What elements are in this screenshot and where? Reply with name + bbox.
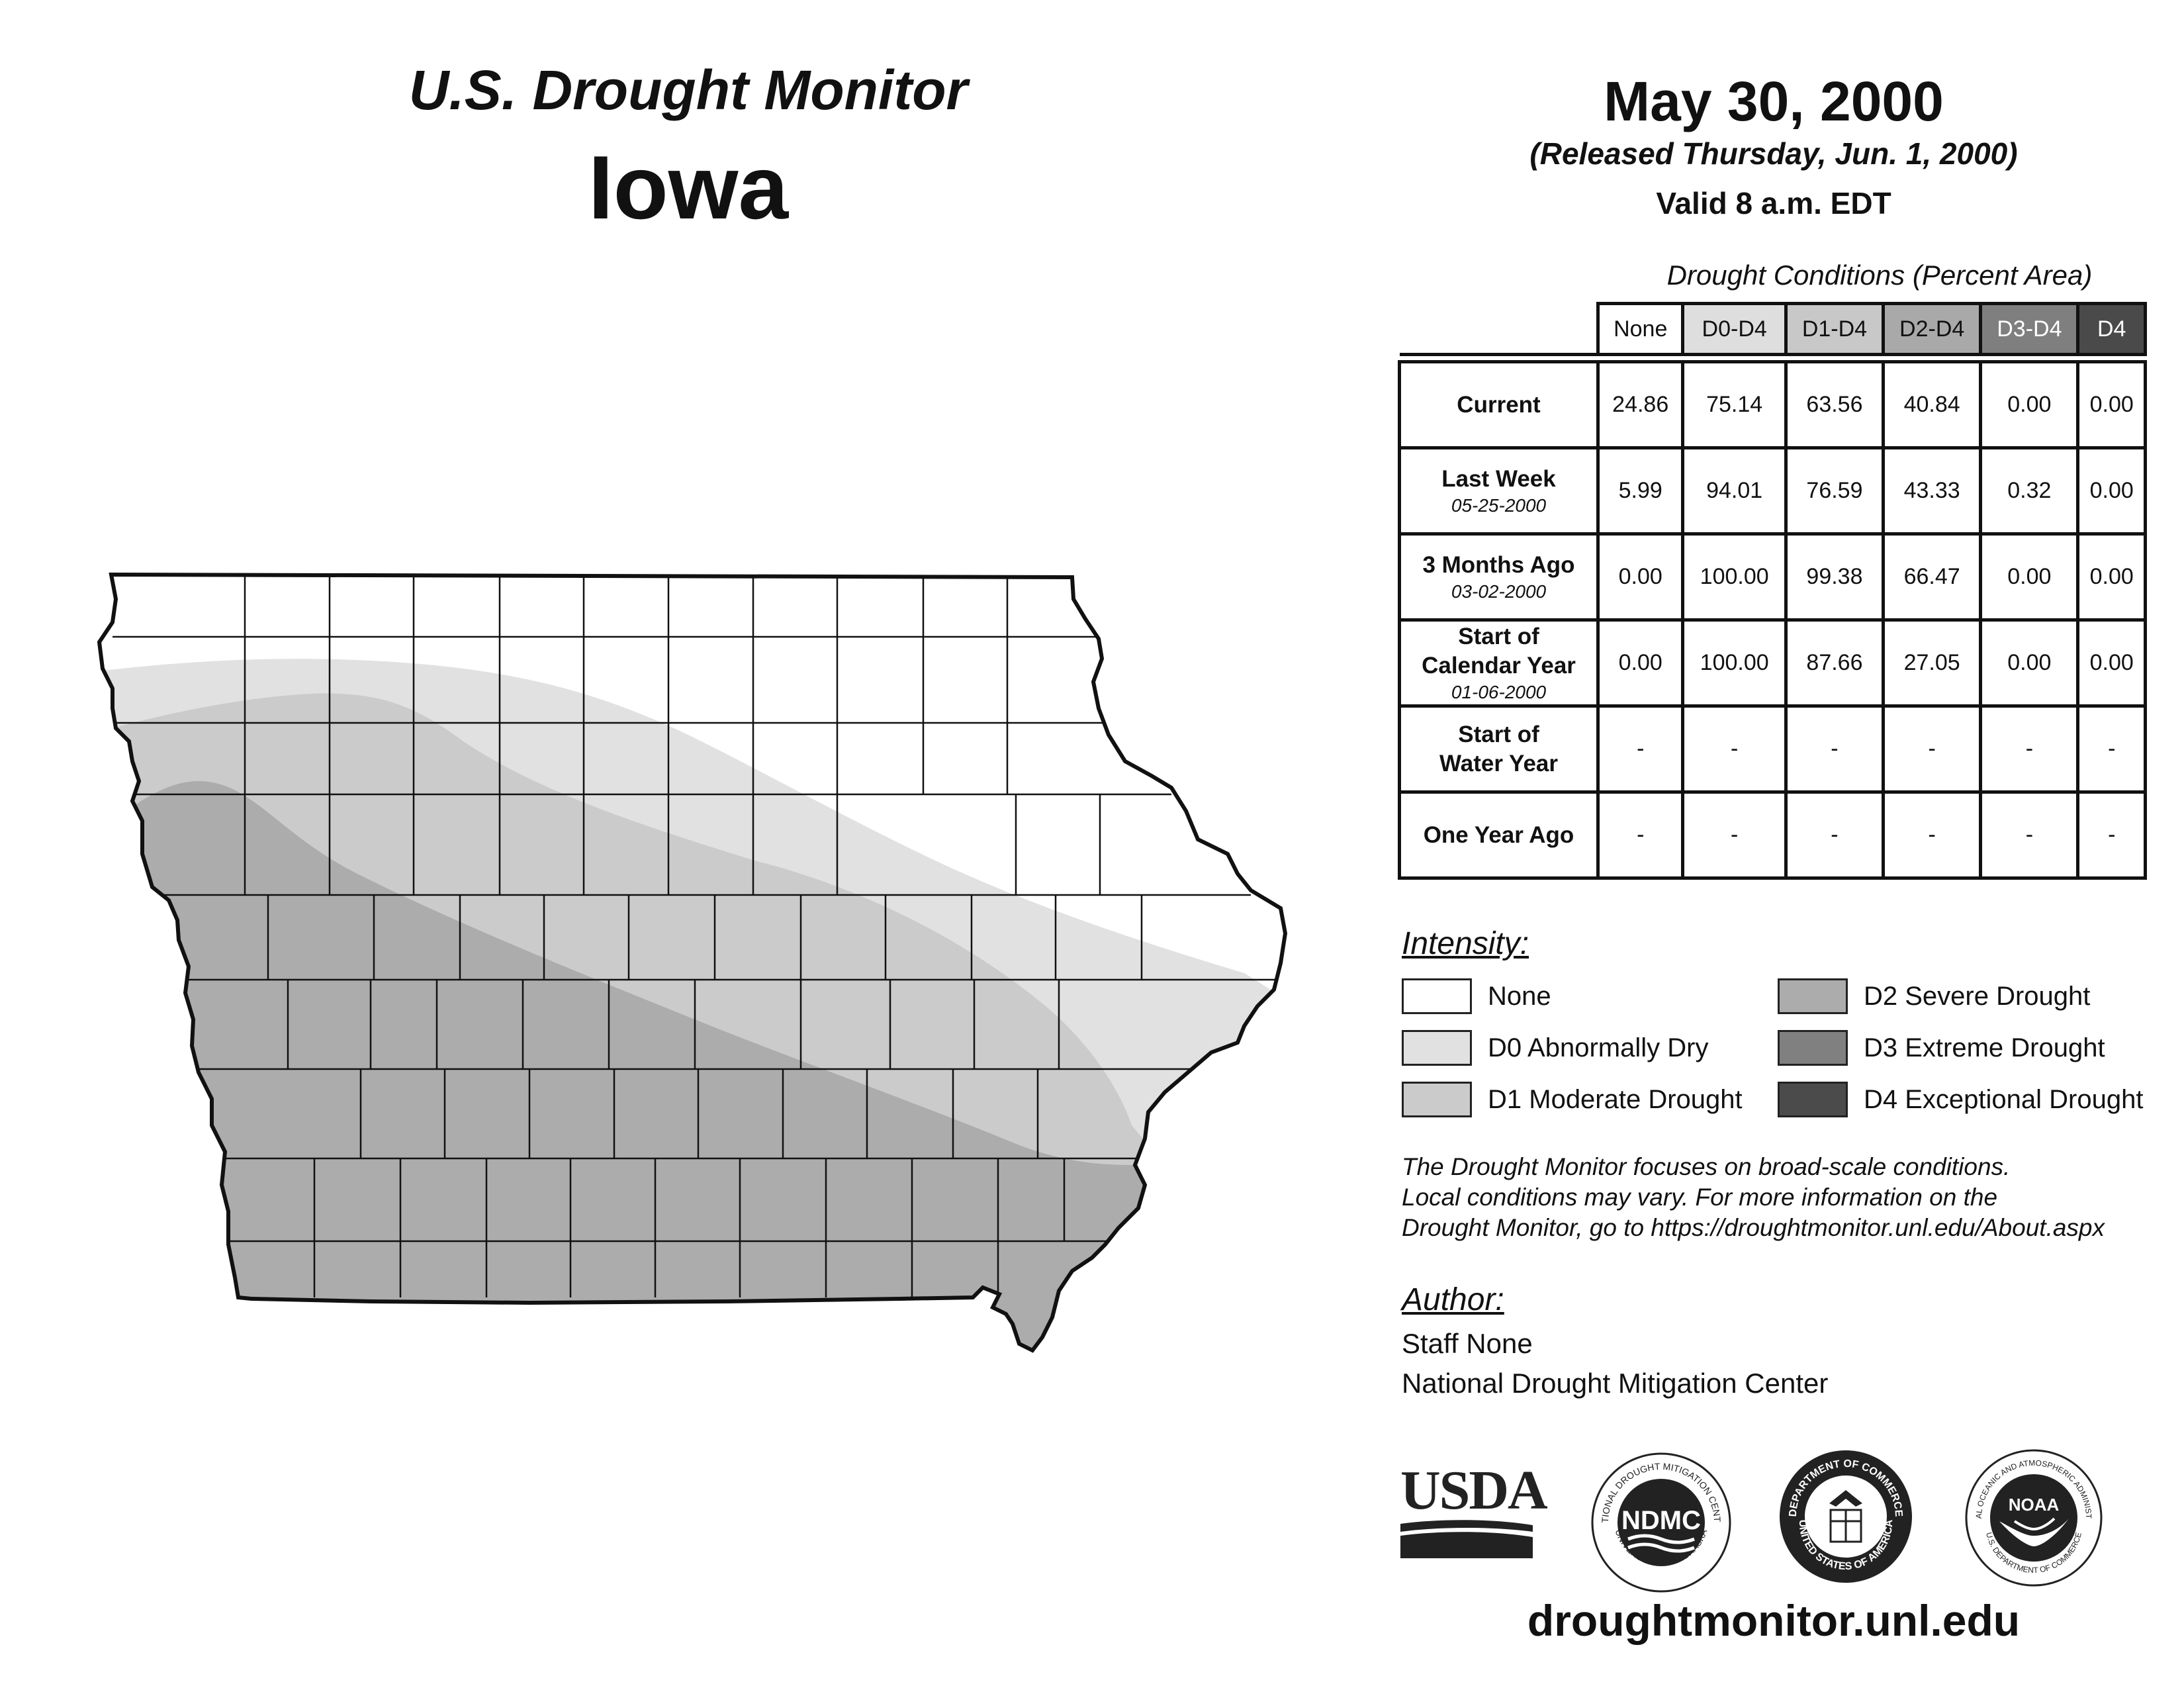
- col-none: None: [1596, 302, 1685, 356]
- col-d0-d4: D0-D4: [1681, 302, 1788, 356]
- col-d3-d4: D3-D4: [1979, 302, 2080, 356]
- table-cell: 66.47: [1882, 532, 1983, 622]
- table-cell: -: [2076, 704, 2147, 794]
- row-label-text: 3 Months Ago: [1422, 551, 1575, 578]
- row-label-text: Current: [1457, 391, 1541, 418]
- row-label-text: Start of Calendar Year: [1422, 623, 1576, 679]
- svg-text:NDMC: NDMC: [1621, 1506, 1701, 1535]
- col-d2-d4: D2-D4: [1882, 302, 1983, 356]
- legend-item-d3: D3 Extreme Drought: [1778, 1030, 2105, 1066]
- table-cell: -: [1882, 790, 1983, 880]
- ndmc-logo: NATIONAL DROUGHT MITIGATION CENTER UNIVE…: [1588, 1450, 1731, 1593]
- table-cell: 99.38: [1784, 532, 1886, 622]
- drought-conditions-table: None D0-D4 D1-D4 D2-D4 D3-D4 D4 Current 2…: [1398, 302, 2147, 880]
- row-label-text: One Year Ago: [1423, 821, 1574, 848]
- legend-item-none: None: [1402, 978, 1551, 1014]
- table-cell: 0.00: [1979, 532, 2080, 622]
- table-cell: 75.14: [1681, 360, 1788, 449]
- table-row: Start of Calendar Year 01-06-2000 0.00 100.…: [1398, 618, 2147, 708]
- table-cell: -: [1979, 790, 2080, 880]
- table-row: Start of Water Year - - - - - -: [1398, 704, 2147, 794]
- table-cell: 5.99: [1596, 446, 1685, 536]
- col-d4: D4: [2076, 302, 2147, 356]
- row-date: 05-25-2000: [1451, 494, 1547, 516]
- usda-logo: USDA: [1400, 1463, 1548, 1562]
- table-row: Current 24.86 75.14 63.56 40.84 0.00 0.00: [1398, 360, 2147, 449]
- row-label: Start of Calendar Year 01-06-2000: [1398, 618, 1600, 708]
- col-d1-d4: D1-D4: [1784, 302, 1886, 356]
- table-cell: -: [1681, 704, 1788, 794]
- program-title: U.S. Drought Monitor: [408, 59, 968, 121]
- table-cell: 0.00: [2076, 532, 2147, 622]
- table-cell: -: [1596, 704, 1685, 794]
- table-cell: 0.32: [1979, 446, 2080, 536]
- table-cell: -: [2076, 790, 2147, 880]
- legend-swatch-d4: [1778, 1082, 1848, 1117]
- row-label: Last Week 05-25-2000: [1398, 446, 1600, 536]
- table-cell: -: [1882, 704, 1983, 794]
- doc-seal-logo: DEPARTMENT OF COMMERCE UNITED STATES OF …: [1780, 1450, 1912, 1583]
- table-cell: 27.05: [1882, 618, 1983, 708]
- author-title: Author:: [1402, 1282, 1504, 1317]
- row-label-text: Last Week: [1441, 465, 1556, 492]
- valid-time: Valid 8 a.m. EDT: [1656, 186, 1891, 220]
- table-cell: 0.00: [1596, 618, 1685, 708]
- county-boundaries: [113, 576, 1284, 1297]
- map-date: May 30, 2000: [1604, 70, 1944, 132]
- table-header-row: None D0-D4 D1-D4 D2-D4 D3-D4 D4: [1399, 302, 2147, 356]
- table-cell: 0.00: [2076, 360, 2147, 449]
- disclaimer-note: The Drought Monitor focuses on broad-sca…: [1402, 1153, 2105, 1241]
- table-cell: 0.00: [1979, 618, 2080, 708]
- legend-item-d2: D2 Severe Drought: [1778, 978, 2090, 1014]
- row-label: 3 Months Ago 03-02-2000: [1398, 532, 1600, 622]
- row-label-text: Start of Water Year: [1439, 721, 1558, 776]
- table-row: One Year Ago - - - - - -: [1398, 790, 2147, 880]
- table-cell: 24.86: [1596, 360, 1685, 449]
- row-date: 01-06-2000: [1451, 681, 1547, 702]
- table-cell: 76.59: [1784, 446, 1886, 536]
- table-cell: 100.00: [1681, 532, 1788, 622]
- table-cell: 87.66: [1784, 618, 1886, 708]
- table-cell: -: [1784, 704, 1886, 794]
- legend-swatch-d1: [1402, 1082, 1472, 1117]
- table-cell: -: [1784, 790, 1886, 880]
- legend-item-d4: D4 Exceptional Drought: [1778, 1082, 2143, 1117]
- row-label: Start of Water Year: [1398, 704, 1600, 794]
- iowa-drought-map: [0, 0, 1324, 1390]
- table-cell: 100.00: [1681, 618, 1788, 708]
- table-caption: Drought Conditions (Percent Area): [1666, 259, 2093, 291]
- table-cell: 0.00: [2076, 618, 2147, 708]
- table-row: Last Week 05-25-2000 5.99 94.01 76.59 43.33 0.…: [1398, 446, 2147, 536]
- legend-swatch-d0: [1402, 1030, 1472, 1066]
- table-cell: 0.00: [1979, 360, 2080, 449]
- legend-swatch-d3: [1778, 1030, 1848, 1066]
- svg-text:NOAA: NOAA: [2009, 1495, 2060, 1515]
- release-date: (Released Thursday, Jun. 1, 2000): [1529, 136, 2018, 171]
- state-title: Iowa: [588, 137, 789, 238]
- author-name: Staff None: [1402, 1328, 1533, 1359]
- legend-item-d1: D1 Moderate Drought: [1402, 1082, 1743, 1117]
- noaa-logo: NATIONAL OCEANIC AND ATMOSPHERIC ADMINIS…: [1963, 1447, 2103, 1587]
- table-row: 3 Months Ago 03-02-2000 0.00 100.00 99.38 66.…: [1398, 532, 2147, 622]
- legend-swatch-none: [1402, 978, 1472, 1014]
- usda-swoosh-icon: [1400, 1520, 1533, 1558]
- table-cell: -: [1681, 790, 1788, 880]
- row-label: Current: [1398, 360, 1600, 449]
- table-cell: -: [1596, 790, 1685, 880]
- table-cell: 0.00: [2076, 446, 2147, 536]
- legend-swatch-d2: [1778, 978, 1848, 1014]
- table-cell: 0.00: [1596, 532, 1685, 622]
- legend-title: Intensity:: [1402, 926, 1529, 961]
- row-label: One Year Ago: [1398, 790, 1600, 880]
- table-cell: 94.01: [1681, 446, 1788, 536]
- table-cell: 43.33: [1882, 446, 1983, 536]
- author-org: National Drought Mitigation Center: [1402, 1368, 1829, 1399]
- legend-item-d0: D0 Abnormally Dry: [1402, 1030, 1708, 1066]
- table-cell: 40.84: [1882, 360, 1983, 449]
- row-date: 03-02-2000: [1451, 581, 1547, 602]
- table-cell: 63.56: [1784, 360, 1886, 449]
- table-cell: -: [1979, 704, 2080, 794]
- footer-url[interactable]: droughtmonitor.unl.edu: [1527, 1596, 2021, 1645]
